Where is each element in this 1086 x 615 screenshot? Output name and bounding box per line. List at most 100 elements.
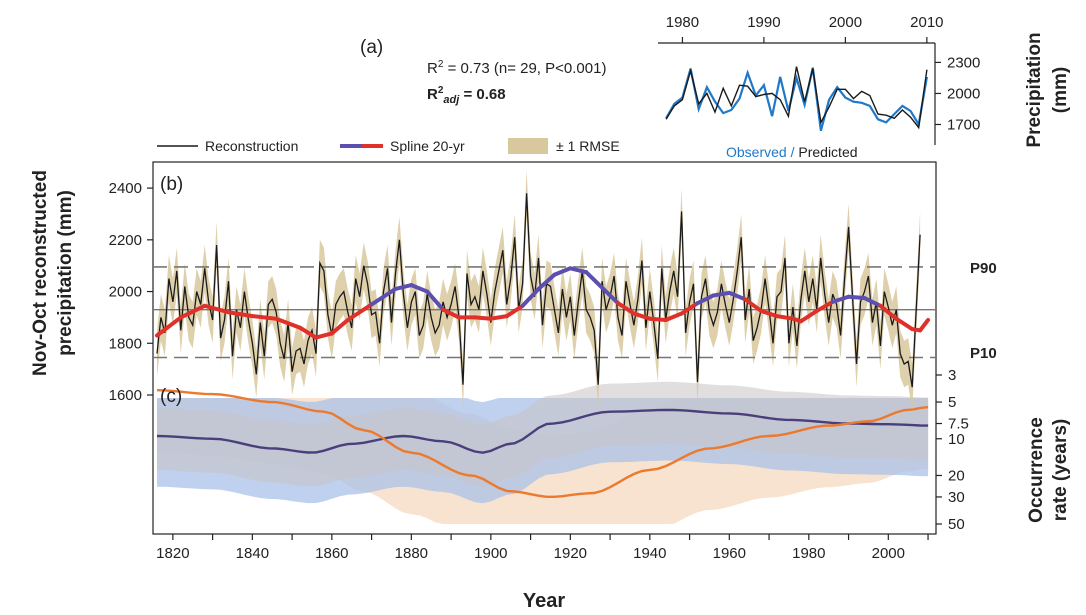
main-x-tick-label: 1960 bbox=[713, 545, 746, 562]
spline-segment bbox=[878, 303, 899, 321]
panel-c-y-tick-label: 50 bbox=[948, 516, 965, 533]
legend: Reconstruction Spline 20-yr ± 1 RMSE bbox=[157, 138, 620, 154]
panel-a-x-tick-label: 2010 bbox=[910, 14, 943, 31]
panel-c-ylabel: Occurrence bbox=[1026, 417, 1047, 523]
panel-c-ylabel-unit: rate (years) bbox=[1050, 419, 1071, 521]
panel-b-reconstruction bbox=[156, 193, 921, 388]
spline-segment bbox=[504, 303, 525, 319]
panel-b-rmse-band bbox=[157, 170, 921, 411]
x-axis-title: Year bbox=[523, 590, 565, 612]
spline-segment bbox=[679, 301, 700, 316]
panel-b-y-tick-label: 1800 bbox=[109, 335, 142, 352]
spline-segment bbox=[798, 308, 819, 324]
panel-b-ylabel: Nov-Oct reconstructed bbox=[30, 170, 51, 376]
main-plot-frame bbox=[152, 161, 937, 535]
spline-segment bbox=[830, 294, 851, 304]
main-x-tick-label: 2000 bbox=[872, 545, 905, 562]
observed-series-line bbox=[665, 67, 928, 131]
predicted-series-line bbox=[665, 66, 928, 130]
panel-a-y-tick-label: 2000 bbox=[947, 85, 980, 102]
spline-segment bbox=[711, 290, 732, 298]
spline-segment bbox=[488, 314, 509, 321]
panel-c-y-tick-label: 5 bbox=[948, 394, 956, 411]
panel-a-y-tick-label: 1700 bbox=[947, 116, 980, 133]
panel-a-y-tick-label: 2300 bbox=[947, 54, 980, 71]
spline-segment bbox=[393, 283, 414, 291]
panel-b-label: (b) bbox=[160, 174, 183, 195]
spline-segment bbox=[178, 303, 207, 320]
r2-adj-stat: R2adj = 0.68 bbox=[427, 85, 506, 106]
panel-a-lines bbox=[665, 66, 928, 131]
p10-occurrence-line bbox=[156, 389, 929, 498]
spline-segment bbox=[743, 297, 764, 313]
spline-segment bbox=[313, 331, 334, 340]
panel-c-y-tick-label: 3 bbox=[948, 367, 956, 384]
spline-segment bbox=[894, 316, 915, 332]
spline-segment bbox=[226, 310, 255, 319]
spline-segment bbox=[663, 311, 684, 322]
panel-a-x-tick-label: 1990 bbox=[747, 14, 780, 31]
spline-segment bbox=[441, 307, 462, 320]
panel-c-y-ticks: 3 5 7.510 20 30 50 bbox=[936, 367, 969, 533]
spline-segment bbox=[536, 272, 557, 291]
panel-b-y-tick-label: 2400 bbox=[109, 180, 142, 197]
main-x-tick-label: 1860 bbox=[315, 545, 348, 562]
panel-b-y-tick-label: 1600 bbox=[109, 387, 142, 404]
spline-segment bbox=[584, 270, 605, 290]
panel-c-y-tick-label: 20 bbox=[948, 467, 965, 484]
spline-segment bbox=[250, 314, 279, 321]
spline-segment bbox=[846, 294, 867, 301]
r2-stat: R2 = 0.73 (n= 29, P<0.001) bbox=[427, 59, 606, 77]
panel-a-x-ticks: 1980 1990 2000 2010 bbox=[666, 14, 944, 43]
spline-segment bbox=[695, 293, 716, 306]
spline-segment bbox=[202, 303, 231, 315]
spline-segment bbox=[727, 290, 748, 302]
legend-reconstruction-label: Reconstruction bbox=[205, 138, 298, 154]
p10-label: P10 bbox=[970, 345, 997, 362]
spline-segment bbox=[631, 311, 652, 321]
spline-segment bbox=[472, 315, 493, 321]
spline-segment bbox=[616, 301, 636, 316]
main-x-tick-label: 1920 bbox=[554, 545, 587, 562]
spline-segment bbox=[520, 286, 541, 308]
panel-a-y-ticks: 1700 2000 2300 bbox=[935, 54, 980, 133]
main-x-tick-label: 1840 bbox=[236, 545, 269, 562]
spline-segment bbox=[409, 283, 430, 294]
panel-c-lines bbox=[156, 389, 929, 498]
spline-segment bbox=[552, 266, 573, 277]
panel-a-x-tick-label: 1980 bbox=[666, 14, 699, 31]
spline-segment bbox=[600, 285, 621, 306]
main-x-tick-label: 1820 bbox=[156, 545, 189, 562]
legend-spline-label: Spline 20-yr bbox=[390, 138, 465, 154]
main-x-ticks: 1820 1840 1860 1880 1900 1920 1940 1960 1980 2000 bbox=[156, 534, 929, 562]
reconstruction-line bbox=[156, 193, 921, 388]
panel-b-y-tick-label: 2200 bbox=[109, 232, 142, 249]
panel-a-label: (a) bbox=[360, 37, 383, 58]
spline-segment bbox=[369, 286, 398, 307]
panel-c-y-tick-label: 7.5 bbox=[948, 416, 969, 433]
panel-a-ylabel-unit: (mm) bbox=[1050, 67, 1071, 113]
spline-segment bbox=[425, 289, 446, 312]
spline-segment bbox=[568, 266, 589, 275]
spline-segment bbox=[345, 302, 374, 322]
spline-segment bbox=[154, 315, 183, 338]
panel-c-y-tick-label: 10 bbox=[948, 431, 965, 448]
overlap-band bbox=[157, 381, 929, 487]
spline-segment bbox=[918, 318, 931, 333]
panel-b-spline bbox=[154, 266, 931, 340]
spline-segment bbox=[274, 316, 303, 330]
panel-c-label: (c) bbox=[160, 386, 182, 407]
spline-segment bbox=[814, 299, 835, 313]
legend-rmse-swatch bbox=[508, 138, 548, 154]
main-x-tick-label: 1940 bbox=[633, 545, 666, 562]
main-x-tick-label: 1980 bbox=[792, 545, 825, 562]
spline-segment bbox=[298, 325, 318, 340]
observed-predicted-caption: Observed / Predicted bbox=[726, 144, 858, 160]
spline-segment bbox=[647, 316, 668, 322]
p90-occurrence-line bbox=[156, 408, 929, 454]
spline-segment bbox=[862, 296, 883, 308]
panel-c-y-tick-label: 30 bbox=[948, 489, 965, 506]
panel-b-y-ticks: 1600 1800 2000 2200 2400 bbox=[109, 180, 153, 404]
rmse-band-area bbox=[157, 170, 921, 411]
